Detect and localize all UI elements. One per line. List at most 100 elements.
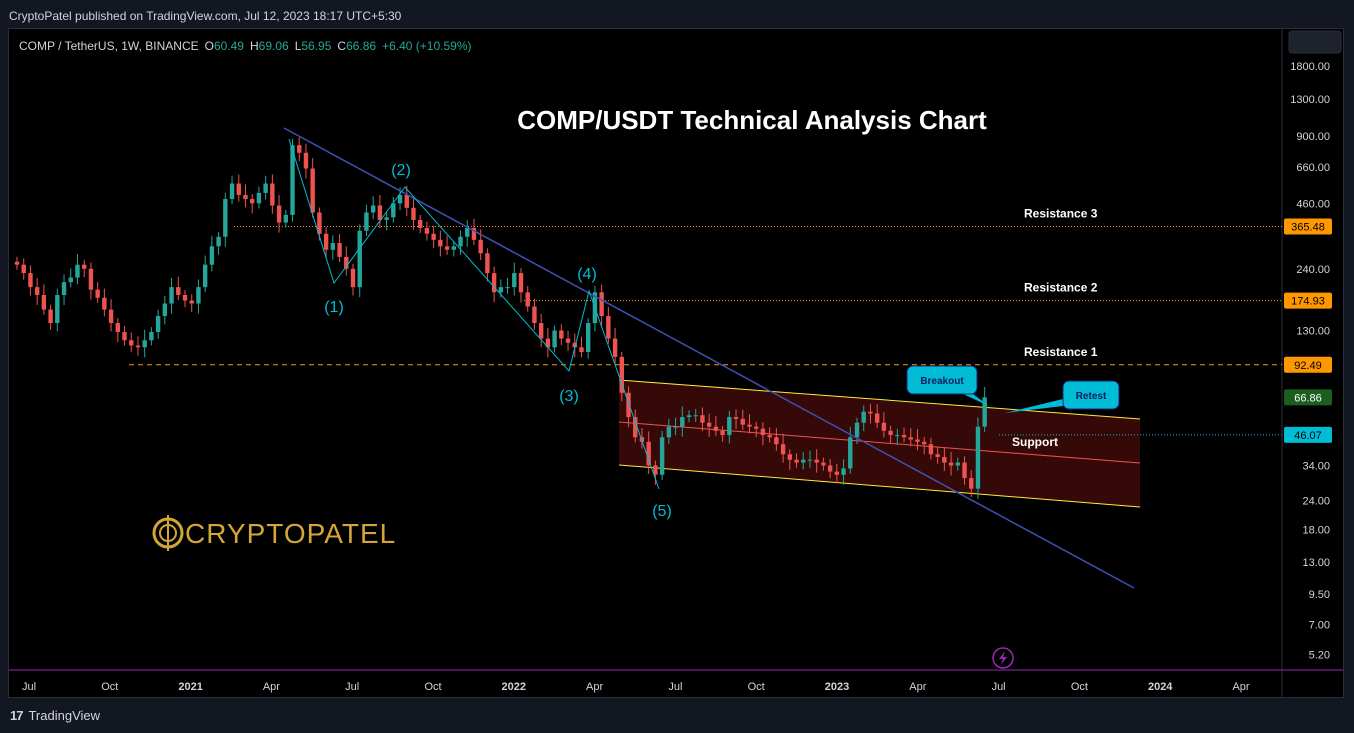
candle (532, 298, 537, 330)
candle (424, 221, 430, 241)
y-tick-label: 660.00 (1296, 162, 1330, 174)
channel-mid-line (618, 421, 1141, 464)
candle (706, 413, 712, 437)
candle (942, 447, 947, 471)
candle (491, 266, 497, 303)
candle (303, 143, 309, 179)
candle (854, 417, 860, 445)
price-tag-text: 66.86 (1294, 392, 1322, 404)
candle (747, 414, 752, 434)
candle (444, 235, 450, 255)
price-tag (1284, 426, 1332, 443)
x-tick-label: Jul (22, 681, 36, 693)
candle (559, 324, 564, 346)
candle (565, 330, 571, 352)
y-tick-label: 900.00 (1296, 131, 1330, 143)
candle (821, 457, 826, 471)
candle (182, 290, 188, 308)
downtrend-line (283, 127, 1135, 589)
candle (787, 449, 792, 470)
candle (68, 268, 73, 288)
candle (384, 212, 389, 230)
candle (586, 318, 591, 359)
candle (646, 431, 651, 474)
candle (700, 407, 705, 432)
candle (411, 197, 416, 230)
candle (21, 258, 26, 280)
candle (659, 430, 665, 480)
x-tick-label: Jul (345, 681, 359, 693)
candle (270, 174, 275, 214)
footer-bar: 17 TradingView (0, 699, 1354, 733)
candle (827, 459, 833, 479)
candle (538, 313, 544, 347)
wave-label: (5) (652, 503, 672, 520)
candle (250, 194, 255, 214)
candle (404, 185, 409, 217)
candle (619, 351, 624, 402)
candle (666, 418, 672, 445)
candle (686, 410, 692, 423)
candle (41, 284, 47, 315)
candle (814, 449, 819, 473)
candle (471, 218, 477, 246)
candle (874, 404, 880, 428)
candle (297, 137, 302, 162)
candle (888, 425, 893, 444)
callout[interactable]: Retest (1005, 380, 1120, 413)
x-tick-label: Apr (586, 681, 603, 693)
candle (391, 196, 396, 223)
candle (612, 328, 618, 364)
top-right-box[interactable] (1288, 30, 1342, 54)
candle (75, 254, 80, 285)
y-tick-label: 9.50 (1309, 589, 1330, 601)
candle (982, 386, 987, 432)
callout[interactable]: Breakout (906, 365, 989, 406)
candle (693, 408, 698, 423)
tradingview-logo[interactable]: 17 TradingView (10, 708, 100, 723)
level-lines (129, 225, 1282, 436)
level-label: Resistance 1 (1024, 345, 1098, 359)
candle (196, 279, 201, 314)
candle (948, 452, 954, 476)
candle (438, 230, 443, 257)
channel-lower-line (618, 464, 1141, 508)
candle (55, 288, 60, 332)
level-label: Support (1012, 435, 1058, 449)
callout-text: Retest (1076, 391, 1107, 402)
candle (861, 405, 866, 432)
candle (256, 186, 262, 209)
candle (344, 246, 349, 276)
candle (606, 306, 611, 344)
candle (108, 299, 114, 332)
x-tick-label: 2023 (825, 681, 849, 693)
candle (720, 425, 725, 442)
cryptopatel-logo: CRYPTOPATEL (152, 515, 395, 551)
candle (928, 437, 934, 460)
level-label: Resistance 3 (1024, 206, 1098, 220)
candle (465, 220, 470, 247)
candle (129, 332, 134, 353)
candle (841, 459, 846, 485)
price-tag-text: 365.48 (1291, 221, 1325, 233)
y-tick-label: 5.20 (1309, 649, 1330, 661)
candle (88, 262, 94, 300)
lightning-icon[interactable] (992, 647, 1014, 669)
candle (955, 457, 960, 471)
channel-layer (618, 379, 1141, 508)
candle (263, 175, 268, 200)
tradingview-brand: TradingView (28, 708, 101, 723)
chart-area[interactable]: (1) (2) (3) (4) (5) Breakout Retest COMP / Tet… (8, 28, 1344, 698)
y-tick-label: 460.00 (1296, 198, 1330, 210)
candle (61, 274, 67, 306)
price-chart[interactable]: (1) (2) (3) (4) (5) Breakout Retest COMP / Tet… (9, 29, 1343, 697)
x-tick-label: 2021 (178, 681, 202, 693)
candle (34, 278, 40, 306)
candle (330, 235, 336, 260)
price-tag (1284, 292, 1332, 309)
candle (834, 463, 840, 484)
candle (458, 230, 463, 255)
publish-bar: CryptoPatel published on TradingView.com… (0, 0, 1354, 28)
symbol-legend: COMP / TetherUS, 1W, BINANCE O60.49 H69.06… (19, 39, 472, 53)
candle (364, 204, 369, 236)
